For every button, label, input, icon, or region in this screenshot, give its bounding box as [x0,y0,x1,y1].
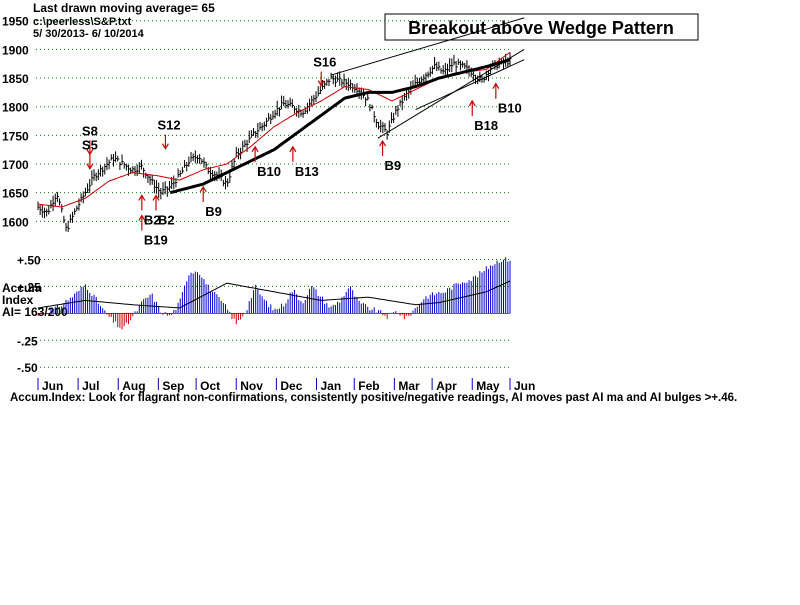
price-y-tick-label: 1800 [2,101,29,115]
signal-label: B18 [474,118,498,133]
signal-b13: B13 [289,145,319,179]
signal-b19: B19 [138,214,168,248]
accum-label-3: AI= 163/200 [2,305,68,319]
month-label: Feb [358,379,379,393]
signal-s8: S8 [82,123,98,156]
signal-label: S5 [82,138,98,153]
signal-s16: S16 [313,55,336,87]
wedge-line [415,59,525,111]
accum-label-2: Index [2,293,34,307]
month-label: Nov [240,379,263,393]
signal-label: B19 [144,233,168,248]
ai-ma-line [37,280,511,309]
signal-label: B2 [158,212,175,227]
signal-b9: B9 [199,185,222,219]
month-label: Apr [436,379,457,393]
signal-s12: S12 [157,118,181,150]
month-axis: Jun Jul Aug Sep Oct Nov Dec Jan Feb Mar Apr May Jun [37,378,535,393]
price-y-tick-label: 1700 [2,158,29,172]
accum-y-tick-label: -.25 [17,334,38,348]
signal-label: B13 [295,164,319,179]
signal-b10: B10 [492,82,522,116]
accum-y-ticks: +.50 +.25 -.25 -.50 [17,253,41,375]
price-y-tick-label: 1950 [2,15,29,29]
month-label: Jun [514,379,535,393]
signal-label: S8 [82,123,98,138]
ma-long-line [169,58,511,195]
price-y-tick-label: 1600 [2,215,29,229]
price-y-tick-label: 1750 [2,129,29,143]
signal-b18: B18 [468,99,498,133]
accum-y-tick-label: +.50 [17,253,41,267]
header-line2: c:\peerless\S&P.txt [33,16,132,28]
signal-label: B2 [144,212,161,227]
signal-label: B9 [205,204,222,219]
price-bars [37,52,512,233]
signal-label: B10 [257,164,281,179]
chart-title: Breakout above Wedge Pattern [408,18,674,38]
signal-label: S12 [157,118,180,133]
price-y-tick-label: 1900 [2,43,29,57]
month-label: Jul [82,379,99,393]
month-label: Jan [320,379,341,393]
signal-label: S16 [313,55,336,70]
signal-b9: B9 [379,139,402,173]
price-y-tick-label: 1650 [2,187,29,201]
wedge-lines [330,17,525,139]
price-y-tick-label: 1850 [2,72,29,86]
footer-text: Accum.Index: Look for flagrant non-confi… [10,392,737,404]
month-label: May [476,379,500,393]
accum-y-tick-label: -.50 [17,361,38,375]
accum-y-tick-label: +.25 [17,280,41,294]
signal-s5: S5 [82,138,98,170]
month-label: Sep [162,379,184,393]
month-label: Dec [280,379,302,393]
signal-label: B10 [498,101,522,116]
accum-label-1: Accum [2,281,42,295]
accum-bars [37,257,511,330]
ma-short-line [37,51,511,208]
accum-grid [38,258,510,368]
month-label: Jun [42,379,63,393]
title-box [384,13,699,41]
wedge-line [330,17,525,76]
signal-b10: B10 [251,145,281,179]
month-label: Oct [200,379,220,393]
signal-label: B9 [385,158,402,173]
signal-b2: B2 [152,194,175,227]
price-grid [36,20,510,222]
signal-b2: B2 [138,194,161,227]
header-line1: Last drawn moving average= 65 [33,1,215,15]
header-line3: 5/ 30/2013- 6/ 10/2014 [33,28,145,40]
month-label: Mar [398,379,420,393]
month-label: Aug [122,379,145,393]
